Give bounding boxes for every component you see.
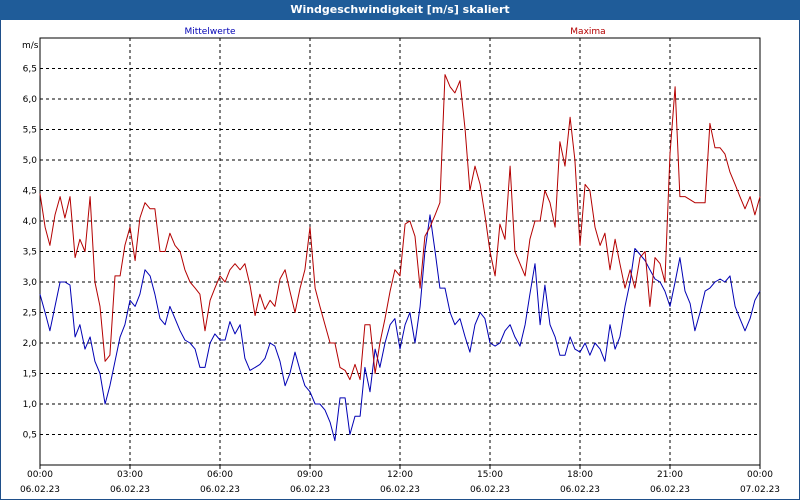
y-tick-label: 2,5 bbox=[23, 309, 37, 319]
x-tick-date: 06.02.23 bbox=[290, 485, 330, 495]
x-tick-time: 06:00 bbox=[207, 470, 233, 480]
x-tick-date: 06.02.23 bbox=[110, 485, 150, 495]
plot-frame bbox=[39, 37, 761, 466]
x-tick-date: 06.02.23 bbox=[380, 485, 420, 495]
y-tick-label: 0,5 bbox=[23, 431, 37, 441]
legend: Mittelwerte Maxima bbox=[184, 27, 605, 37]
x-tick-time: 21:00 bbox=[657, 470, 683, 480]
y-tick-label: 6,5 bbox=[23, 65, 37, 75]
x-tick-time: 03:00 bbox=[117, 470, 143, 480]
x-tick-time: 15:00 bbox=[477, 470, 503, 480]
y-tick-label: 4,0 bbox=[23, 217, 38, 227]
x-tick-time: 00:00 bbox=[27, 470, 53, 480]
y-tick-label: 6,0 bbox=[23, 95, 38, 105]
series-line-mittelwerte bbox=[39, 214, 761, 442]
y-tick-label: 1,0 bbox=[23, 400, 38, 410]
grid bbox=[40, 38, 760, 465]
legend-entry-maxima: Maxima bbox=[570, 27, 605, 37]
x-tick-time: 09:00 bbox=[297, 470, 323, 480]
x-tick-date: 06.02.23 bbox=[470, 485, 510, 495]
chart-title: Windgeschwindigkeit [m/s] skaliert bbox=[0, 0, 800, 20]
y-tick-label: 4,5 bbox=[23, 187, 37, 197]
x-tick-time: 00:00 bbox=[747, 470, 773, 480]
legend-entry-mittelwerte: Mittelwerte bbox=[184, 27, 235, 37]
series-layer bbox=[39, 74, 761, 442]
x-tick-date: 06.02.23 bbox=[650, 485, 690, 495]
series-line-maxima bbox=[39, 74, 761, 381]
x-tick-date: 06.02.23 bbox=[200, 485, 240, 495]
x-tick-date: 06.02.23 bbox=[560, 485, 600, 495]
y-tick-label: 5,5 bbox=[23, 126, 37, 136]
x-tick-date: 07.02.23 bbox=[740, 485, 780, 495]
y-tick-label: 3,0 bbox=[23, 278, 38, 288]
y-tick-label: 2,0 bbox=[23, 339, 38, 349]
axes: 0,5 1,0 1,5 2,0 2,5 3,0 3,5 4,0 4,5 5,0 5,5 6,0 6,5 0… bbox=[20, 37, 780, 495]
x-tick-time: 12:00 bbox=[387, 470, 413, 480]
y-tick-label: 1,5 bbox=[23, 370, 37, 380]
y-tick-label: 3,5 bbox=[23, 248, 37, 258]
y-tick-label: 5,0 bbox=[23, 156, 38, 166]
x-tick-date: 06.02.23 bbox=[20, 485, 60, 495]
x-tick-time: 18:00 bbox=[567, 470, 593, 480]
y-axis-label: m/s bbox=[22, 41, 39, 51]
